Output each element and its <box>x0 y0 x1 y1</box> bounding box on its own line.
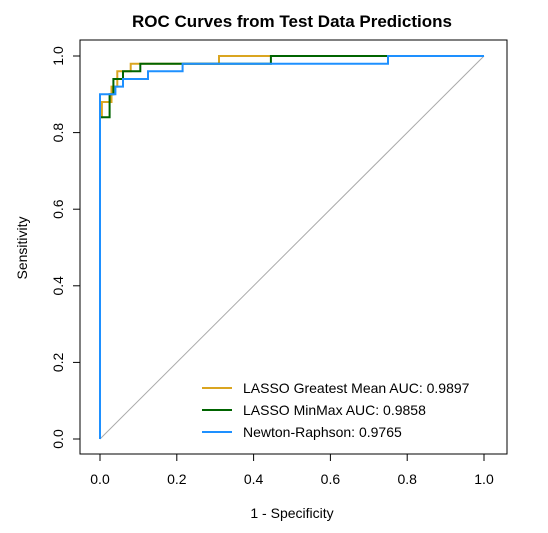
x-axis-label: 1 - Specificity <box>250 505 333 521</box>
series-line-2 <box>99 55 484 439</box>
x-tick-label: 0.8 <box>397 471 417 487</box>
x-tick-label: 0.4 <box>244 471 264 487</box>
x-tick-label: 0.0 <box>90 471 110 487</box>
diagonal-reference-line <box>99 55 485 440</box>
x-tick-label: 0.2 <box>167 471 187 487</box>
y-tick-label: 0.4 <box>50 276 66 296</box>
x-tick-label: 0.6 <box>321 471 341 487</box>
y-axis-label: Sensitivity <box>14 216 30 279</box>
y-tick-label: 0.2 <box>50 352 66 372</box>
x-axis: 0.0 0.2 0.4 0.6 0.8 1.0 <box>90 453 494 487</box>
y-tick-label: 0.8 <box>50 123 66 143</box>
series-line-3 <box>99 55 484 439</box>
y-axis: 0.0 0.2 0.4 0.6 0.8 1.0 <box>50 46 81 449</box>
y-tick-label: 0.6 <box>50 199 66 219</box>
x-tick-label: 1.0 <box>474 471 494 487</box>
chart-title: ROC Curves from Test Data Predictions <box>132 12 452 31</box>
legend-label-1: LASSO Greatest Mean AUC: 0.9897 <box>243 380 470 396</box>
y-tick-label: 1.0 <box>50 46 66 66</box>
legend-label-3: Newton-Raphson: 0.9765 <box>243 424 402 440</box>
legend: LASSO Greatest Mean AUC: 0.9897 LASSO Min… <box>202 380 470 440</box>
legend-label-2: LASSO MinMax AUC: 0.9858 <box>243 402 426 418</box>
y-tick-label: 0.0 <box>50 429 66 449</box>
